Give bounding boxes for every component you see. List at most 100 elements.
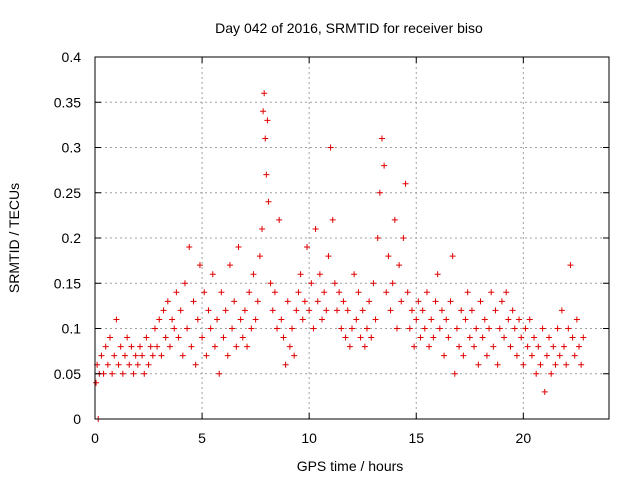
data-point (468, 307, 475, 314)
data-point (501, 334, 508, 341)
y-tick-labels: 0 0.05 0.1 0.15 0.2 0.25 0.3 0.35 0.4 (54, 49, 81, 427)
data-point (308, 280, 315, 287)
data-point (316, 271, 323, 278)
data-point (458, 307, 465, 314)
data-point (262, 135, 269, 142)
data-point (128, 343, 135, 350)
data-point (124, 334, 131, 341)
data-point (417, 334, 424, 341)
data-point (539, 325, 546, 332)
data-points (93, 90, 587, 422)
y-tick-label: 0.15 (54, 275, 81, 291)
data-point (357, 334, 364, 341)
data-point (421, 325, 428, 332)
x-tick-label: 15 (408, 430, 424, 446)
y-axis-label: SRMTID / TECUs (6, 183, 22, 293)
data-point (387, 307, 394, 314)
data-point (432, 298, 439, 305)
data-point (492, 307, 499, 314)
data-point (132, 352, 139, 359)
data-point (156, 316, 163, 323)
data-point (496, 325, 503, 332)
data-point (331, 280, 338, 287)
data-point (256, 253, 263, 260)
data-point (267, 280, 274, 287)
data-point (226, 262, 233, 269)
data-point (184, 325, 191, 332)
data-point (413, 316, 420, 323)
data-point (271, 289, 278, 296)
data-point (126, 361, 133, 368)
data-point (199, 334, 206, 341)
data-point (188, 343, 195, 350)
data-point (218, 289, 225, 296)
y-tick-label: 0 (73, 411, 81, 427)
data-point (162, 334, 169, 341)
data-point (329, 216, 336, 223)
data-point (363, 325, 370, 332)
data-point (297, 271, 304, 278)
data-point (284, 298, 291, 305)
data-point (580, 334, 587, 341)
data-point (481, 316, 488, 323)
data-point (526, 316, 533, 323)
data-point (567, 262, 574, 269)
data-point (531, 334, 538, 341)
data-point (361, 343, 368, 350)
data-point (220, 334, 227, 341)
data-point (169, 316, 176, 323)
data-point (145, 361, 152, 368)
data-point (276, 216, 283, 223)
data-point (368, 334, 375, 341)
data-point (398, 298, 405, 305)
y-tick-label: 0.2 (62, 230, 82, 246)
data-point (505, 316, 512, 323)
data-point (447, 298, 454, 305)
data-point (513, 352, 520, 359)
y-tick-label: 0.4 (62, 49, 82, 65)
data-point (359, 307, 366, 314)
data-point (181, 280, 188, 287)
data-point (415, 298, 422, 305)
y-tick-label: 0.05 (54, 366, 81, 382)
data-point (139, 352, 146, 359)
data-point (175, 334, 182, 341)
data-point (314, 298, 321, 305)
data-point (252, 316, 259, 323)
data-point (558, 307, 565, 314)
data-point (164, 298, 171, 305)
data-point (179, 352, 186, 359)
data-point (543, 352, 550, 359)
data-point (325, 253, 332, 260)
data-point (205, 307, 212, 314)
data-point (535, 343, 542, 350)
data-point (411, 343, 418, 350)
data-point (400, 235, 407, 241)
data-point (264, 117, 271, 124)
data-point (173, 289, 180, 296)
data-point (434, 271, 441, 278)
data-point (109, 370, 116, 377)
data-point (306, 307, 313, 314)
data-point (494, 361, 501, 368)
y-tick-label: 0.3 (62, 140, 82, 156)
data-point (154, 343, 161, 350)
x-axis-label: GPS time / hours (297, 458, 404, 474)
data-point (518, 334, 525, 341)
data-point (353, 316, 360, 323)
data-point (260, 108, 267, 115)
data-point (166, 343, 173, 350)
y-tick-label: 0.35 (54, 94, 81, 110)
data-point (393, 325, 400, 332)
data-point (130, 370, 137, 377)
data-point (327, 144, 334, 151)
data-point (241, 307, 248, 314)
data-point (391, 216, 398, 223)
data-point (569, 334, 576, 341)
data-point (548, 370, 555, 377)
data-point (237, 316, 244, 323)
data-point (451, 370, 458, 377)
data-point (244, 343, 251, 350)
data-point (520, 361, 527, 368)
data-point (511, 325, 518, 332)
